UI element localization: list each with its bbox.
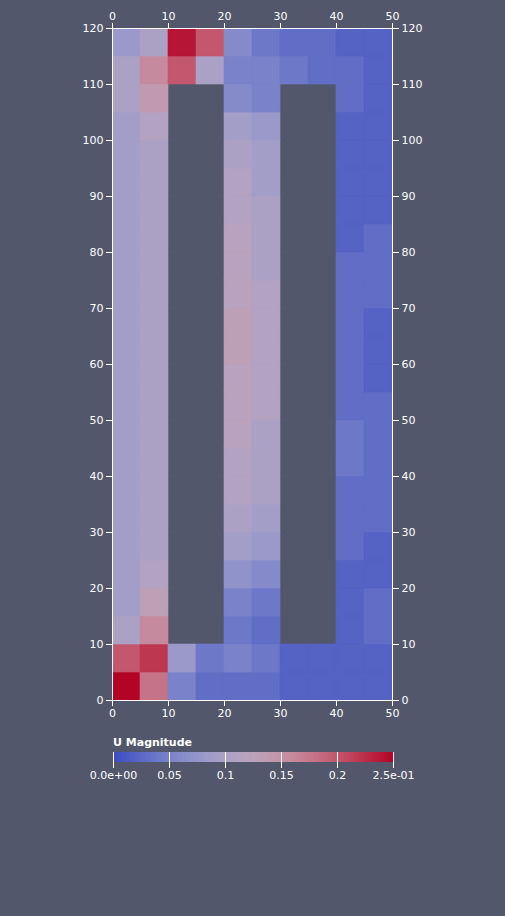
svg-text:40: 40	[402, 470, 416, 483]
svg-text:30: 30	[274, 10, 288, 23]
svg-text:40: 40	[90, 470, 104, 483]
svg-text:120: 120	[83, 22, 104, 35]
svg-text:30: 30	[274, 707, 288, 720]
svg-text:0.05: 0.05	[157, 769, 182, 782]
svg-text:110: 110	[83, 78, 104, 91]
svg-text:30: 30	[402, 526, 416, 539]
svg-text:10: 10	[162, 707, 176, 720]
svg-text:40: 40	[330, 10, 344, 23]
svg-text:60: 60	[402, 358, 416, 371]
svg-text:0: 0	[109, 10, 116, 23]
svg-text:20: 20	[218, 10, 232, 23]
svg-text:80: 80	[90, 246, 104, 259]
svg-text:100: 100	[83, 134, 104, 147]
svg-text:50: 50	[386, 707, 400, 720]
svg-text:20: 20	[402, 582, 416, 595]
svg-text:50: 50	[402, 414, 416, 427]
svg-text:10: 10	[162, 10, 176, 23]
svg-text:0: 0	[97, 694, 104, 707]
svg-text:70: 70	[90, 302, 104, 315]
svg-text:U Magnitude: U Magnitude	[113, 736, 192, 749]
svg-text:70: 70	[402, 302, 416, 315]
svg-text:20: 20	[218, 707, 232, 720]
svg-text:0: 0	[402, 694, 409, 707]
svg-text:90: 90	[90, 190, 104, 203]
svg-text:50: 50	[90, 414, 104, 427]
svg-text:50: 50	[386, 10, 400, 23]
svg-text:60: 60	[90, 358, 104, 371]
svg-text:10: 10	[90, 638, 104, 651]
svg-text:0: 0	[109, 707, 116, 720]
svg-text:0.15: 0.15	[269, 769, 294, 782]
svg-text:0.1: 0.1	[216, 769, 234, 782]
svg-text:30: 30	[90, 526, 104, 539]
svg-text:100: 100	[402, 134, 423, 147]
svg-text:90: 90	[402, 190, 416, 203]
svg-text:0.0e+00: 0.0e+00	[89, 769, 136, 782]
svg-text:120: 120	[402, 22, 423, 35]
svg-text:80: 80	[402, 246, 416, 259]
svg-text:2.5e-01: 2.5e-01	[372, 769, 414, 782]
svg-text:40: 40	[330, 707, 344, 720]
svg-text:20: 20	[90, 582, 104, 595]
svg-text:10: 10	[402, 638, 416, 651]
svg-text:0.2: 0.2	[328, 769, 346, 782]
svg-text:110: 110	[402, 78, 423, 91]
